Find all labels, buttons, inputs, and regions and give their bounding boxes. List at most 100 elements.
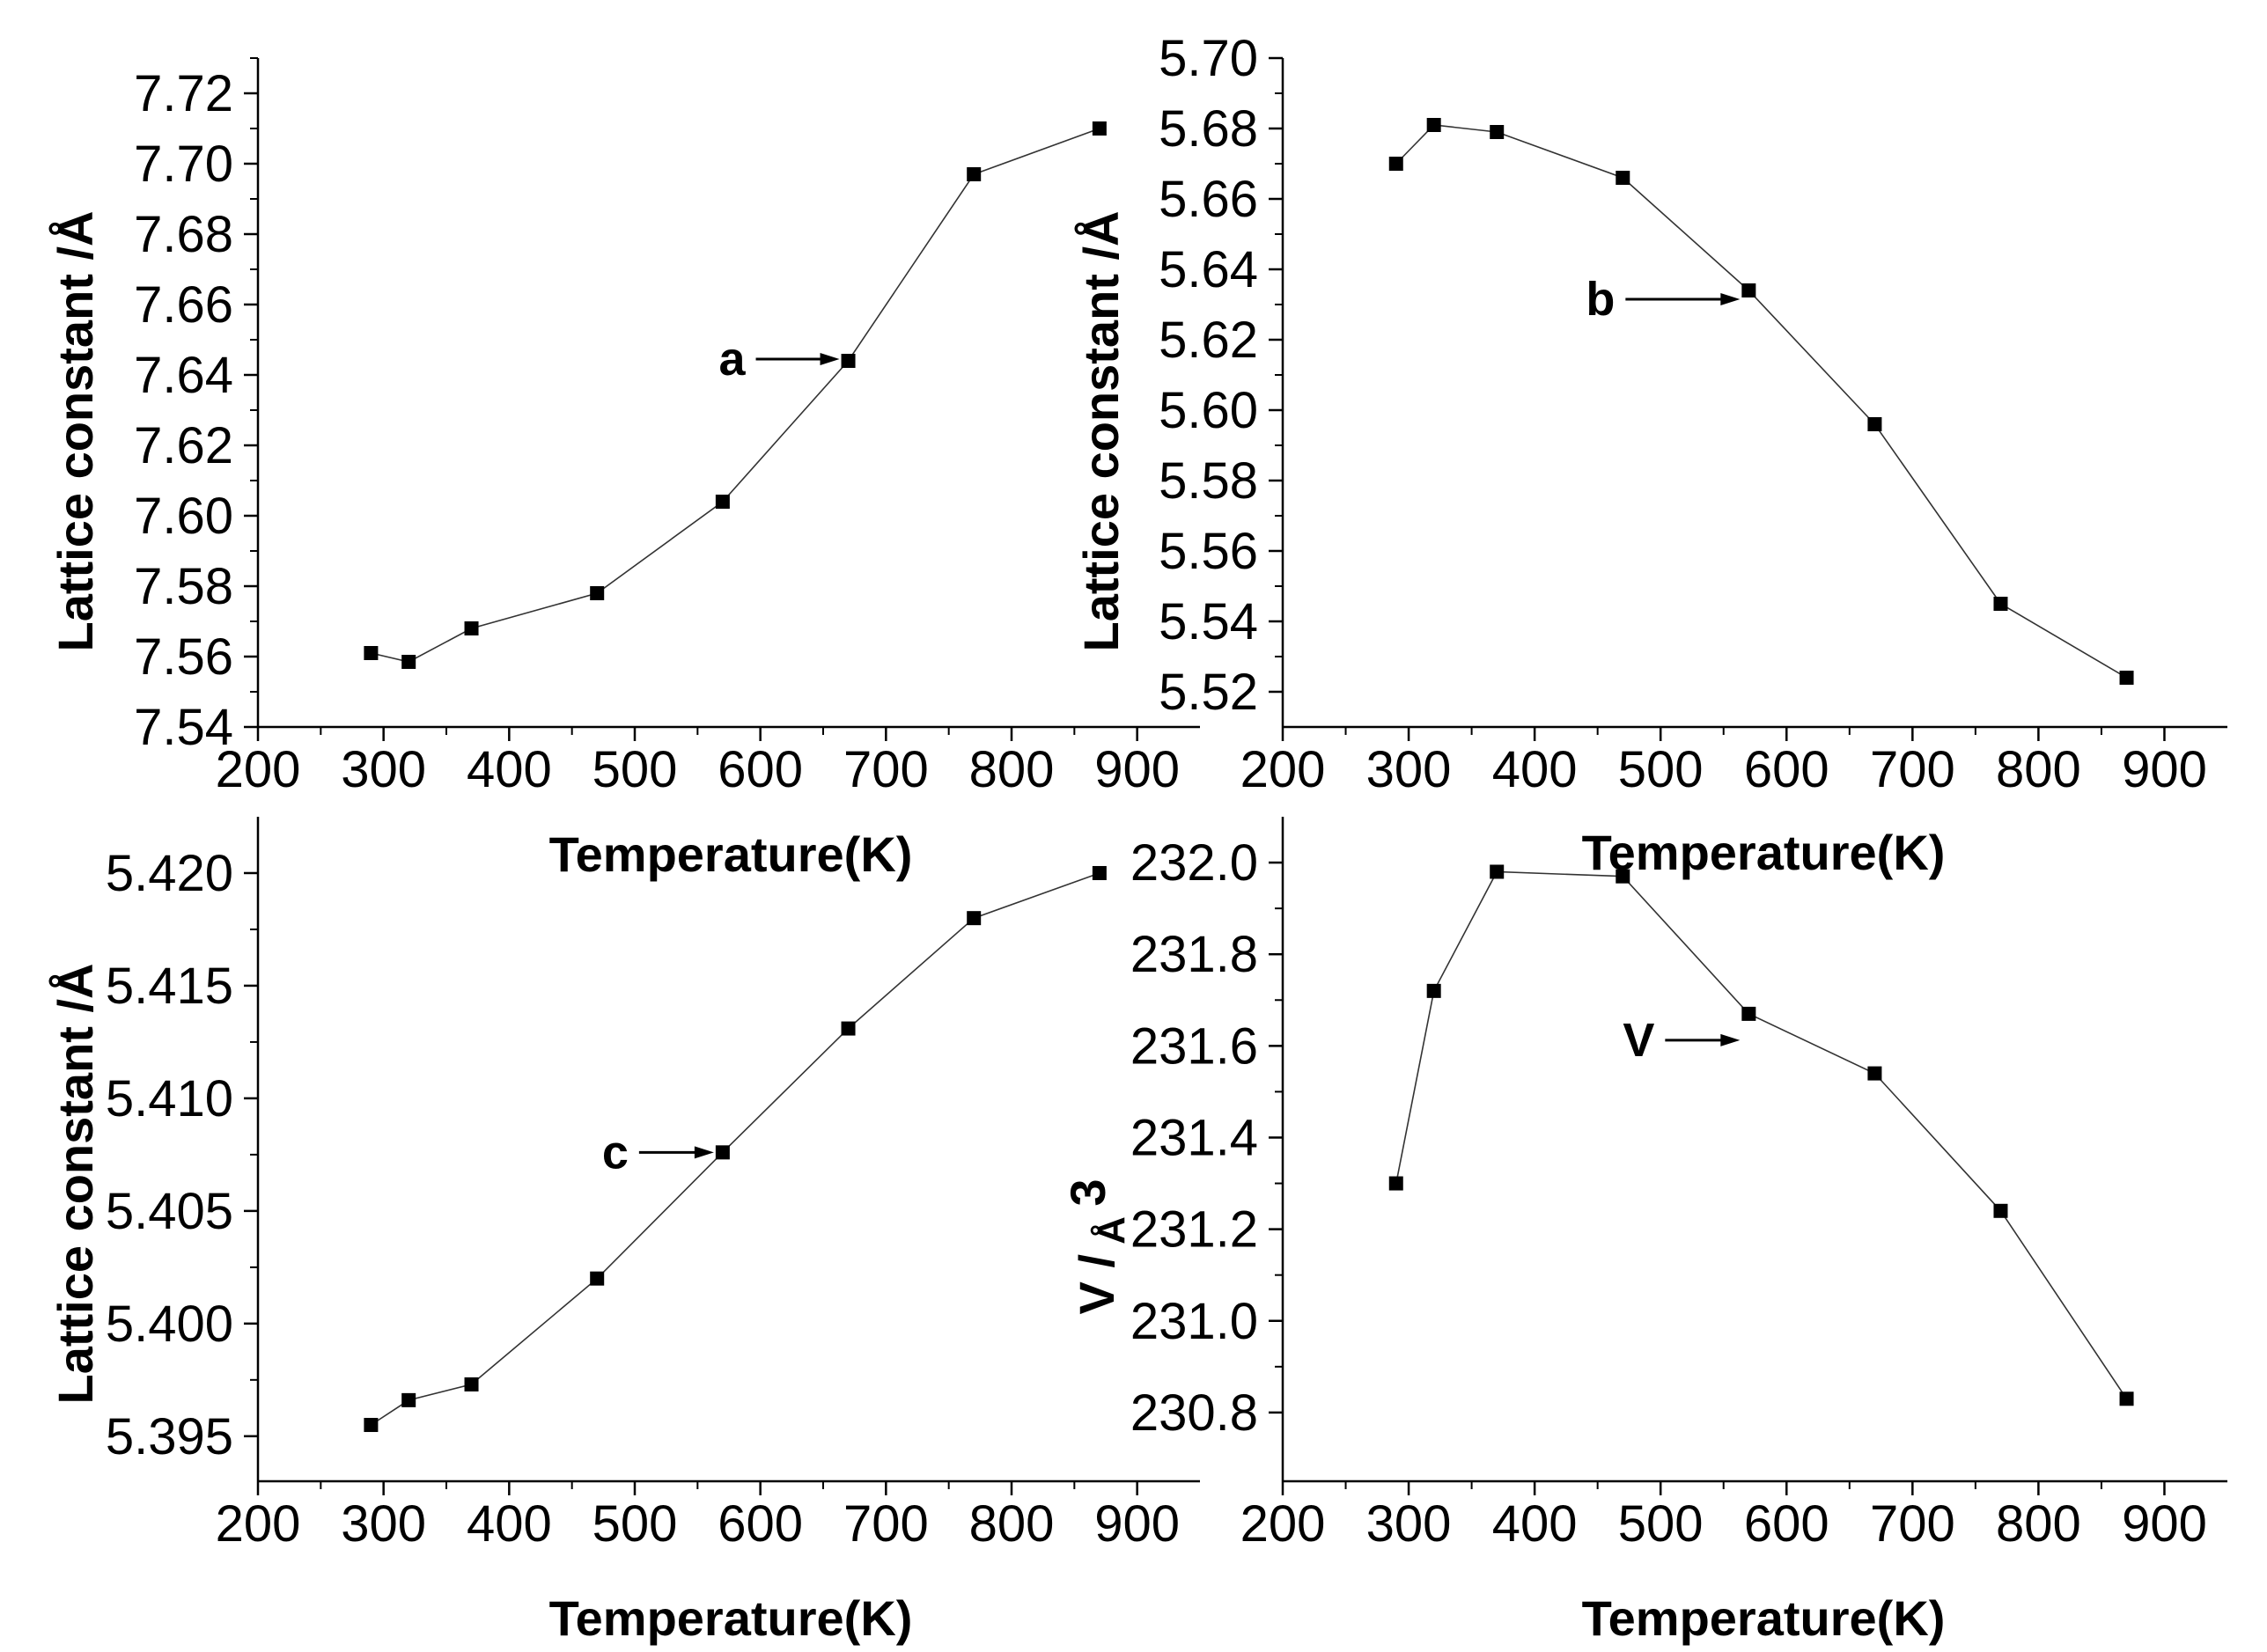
y-tick-label: 5.60 [1159, 382, 1258, 439]
x-tick-label: 900 [2122, 741, 2207, 798]
data-point [841, 1021, 856, 1036]
x-tick-label: 700 [1870, 1495, 1955, 1553]
annotation-label: a [718, 333, 746, 385]
data-point [841, 354, 856, 368]
y-tick-label: 5.66 [1159, 171, 1258, 228]
y-tick-label: 5.64 [1159, 241, 1258, 298]
x-tick-label: 800 [1996, 741, 2081, 798]
x-tick-label: 600 [1744, 1495, 1829, 1553]
x-tick-label: 600 [1744, 741, 1829, 798]
annotation-arrowhead [820, 353, 840, 365]
data-point [2119, 671, 2134, 685]
x-tick-label: 200 [216, 1495, 301, 1553]
data-point [464, 621, 479, 635]
y-tick-label: 231.4 [1130, 1109, 1258, 1166]
data-point [1490, 125, 1505, 139]
data-point [590, 586, 605, 600]
x-tick-label: 600 [718, 1495, 803, 1553]
data-point [1741, 1006, 1756, 1021]
data-point [1092, 865, 1107, 880]
y-tick-label: 5.415 [106, 958, 233, 1015]
data-point [1867, 1066, 1882, 1081]
annotation-arrowhead [1720, 1033, 1741, 1046]
x-axis-label: Temperature(K) [1582, 1590, 1946, 1646]
y-tick-label: 7.54 [134, 699, 233, 756]
y-axis-label: Lattice constant /Å [48, 964, 103, 1405]
y-tick-label: 7.56 [134, 628, 233, 686]
y-tick-label: 231.2 [1130, 1201, 1258, 1259]
x-axis-label: Temperature(K) [1582, 825, 1946, 880]
data-point [967, 167, 982, 181]
y-tick-label: 5.395 [106, 1408, 233, 1465]
data-point [364, 646, 379, 660]
y-tick-label: 5.68 [1159, 100, 1258, 158]
annotation-label: c [602, 1126, 629, 1178]
data-point [1616, 869, 1630, 884]
data-point [364, 1418, 379, 1433]
x-tick-label: 600 [718, 741, 803, 798]
x-tick-label: 300 [341, 1495, 426, 1553]
x-axis-label: Temperature(K) [549, 826, 913, 882]
data-point [1993, 597, 2008, 611]
y-tick-label: 7.72 [134, 65, 233, 122]
x-tick-label: 800 [969, 1495, 1055, 1553]
y-tick-label: 5.70 [1159, 30, 1258, 87]
y-tick-label: 7.66 [134, 276, 233, 334]
x-tick-label: 400 [1492, 1495, 1578, 1553]
data-point [1490, 864, 1505, 879]
y-axis-label: V / Å 3 [1060, 1178, 1133, 1314]
y-tick-label: 232.0 [1130, 834, 1258, 892]
x-tick-label: 300 [1366, 1495, 1452, 1553]
y-tick-label: 5.58 [1159, 452, 1258, 510]
y-tick-label: 5.420 [106, 845, 233, 902]
y-axis-label-exponent: 3 [1060, 1178, 1115, 1206]
x-tick-label: 900 [2122, 1495, 2207, 1553]
data-point [715, 1145, 730, 1160]
chart-panel-b: 200 300 400 500 600 700 800 900 5.52 5.54 5.56 5.5… [1073, 30, 2227, 880]
x-tick-label: 900 [1094, 741, 1180, 798]
x-tick-label: 800 [969, 741, 1055, 798]
data-point [464, 1377, 479, 1391]
annotation-label: b [1586, 273, 1615, 326]
data-point [1388, 157, 1403, 171]
y-axis-label: Lattice constant /Å [48, 211, 103, 652]
y-axis-label: Lattice constant /Å [1073, 211, 1129, 652]
y-tick-label: 230.8 [1130, 1384, 1258, 1442]
y-tick-label: 231.8 [1130, 926, 1258, 983]
y-tick-label: 231.0 [1130, 1293, 1258, 1350]
x-axis-label: Temperature(K) [549, 1590, 913, 1646]
y-tick-label: 5.54 [1159, 593, 1258, 650]
series-line [1395, 124, 2127, 679]
data-point [1741, 283, 1756, 297]
x-tick-label: 400 [1492, 741, 1578, 798]
x-tick-label: 500 [1618, 1495, 1704, 1553]
chart-panel-v: 200 300 400 500 600 700 800 900 230.8 231.0 231.2… [1060, 817, 2227, 1646]
y-tick-label: 5.400 [106, 1296, 233, 1353]
annotation-arrowhead [694, 1146, 714, 1159]
series-line [371, 128, 1100, 663]
annotation-arrowhead [1720, 293, 1741, 305]
chart-panel-a: 200 300 400 500 600 700 800 900 7.54 7.56 7.58 7.6… [48, 57, 1200, 882]
x-tick-label: 700 [1870, 741, 1955, 798]
data-point [2119, 1391, 2134, 1406]
y-tick-label: 5.405 [106, 1183, 233, 1240]
data-point [590, 1271, 605, 1286]
y-tick-label: 5.62 [1159, 312, 1258, 369]
x-tick-label: 400 [467, 1495, 552, 1553]
x-tick-label: 500 [1618, 741, 1704, 798]
y-tick-label: 7.68 [134, 206, 233, 263]
data-point [1867, 417, 1882, 431]
data-point [967, 911, 982, 926]
data-point [1092, 121, 1107, 136]
x-tick-label: 400 [467, 741, 552, 798]
y-tick-label: 7.62 [134, 417, 233, 474]
data-point [1993, 1203, 2008, 1218]
y-tick-label: 5.56 [1159, 523, 1258, 580]
y-tick-label: 7.70 [134, 136, 233, 193]
x-tick-label: 300 [1366, 741, 1452, 798]
data-point [1426, 983, 1441, 998]
y-axis-label-main: V / [1069, 1254, 1124, 1315]
data-point [1388, 1176, 1403, 1191]
data-point [1616, 171, 1630, 185]
